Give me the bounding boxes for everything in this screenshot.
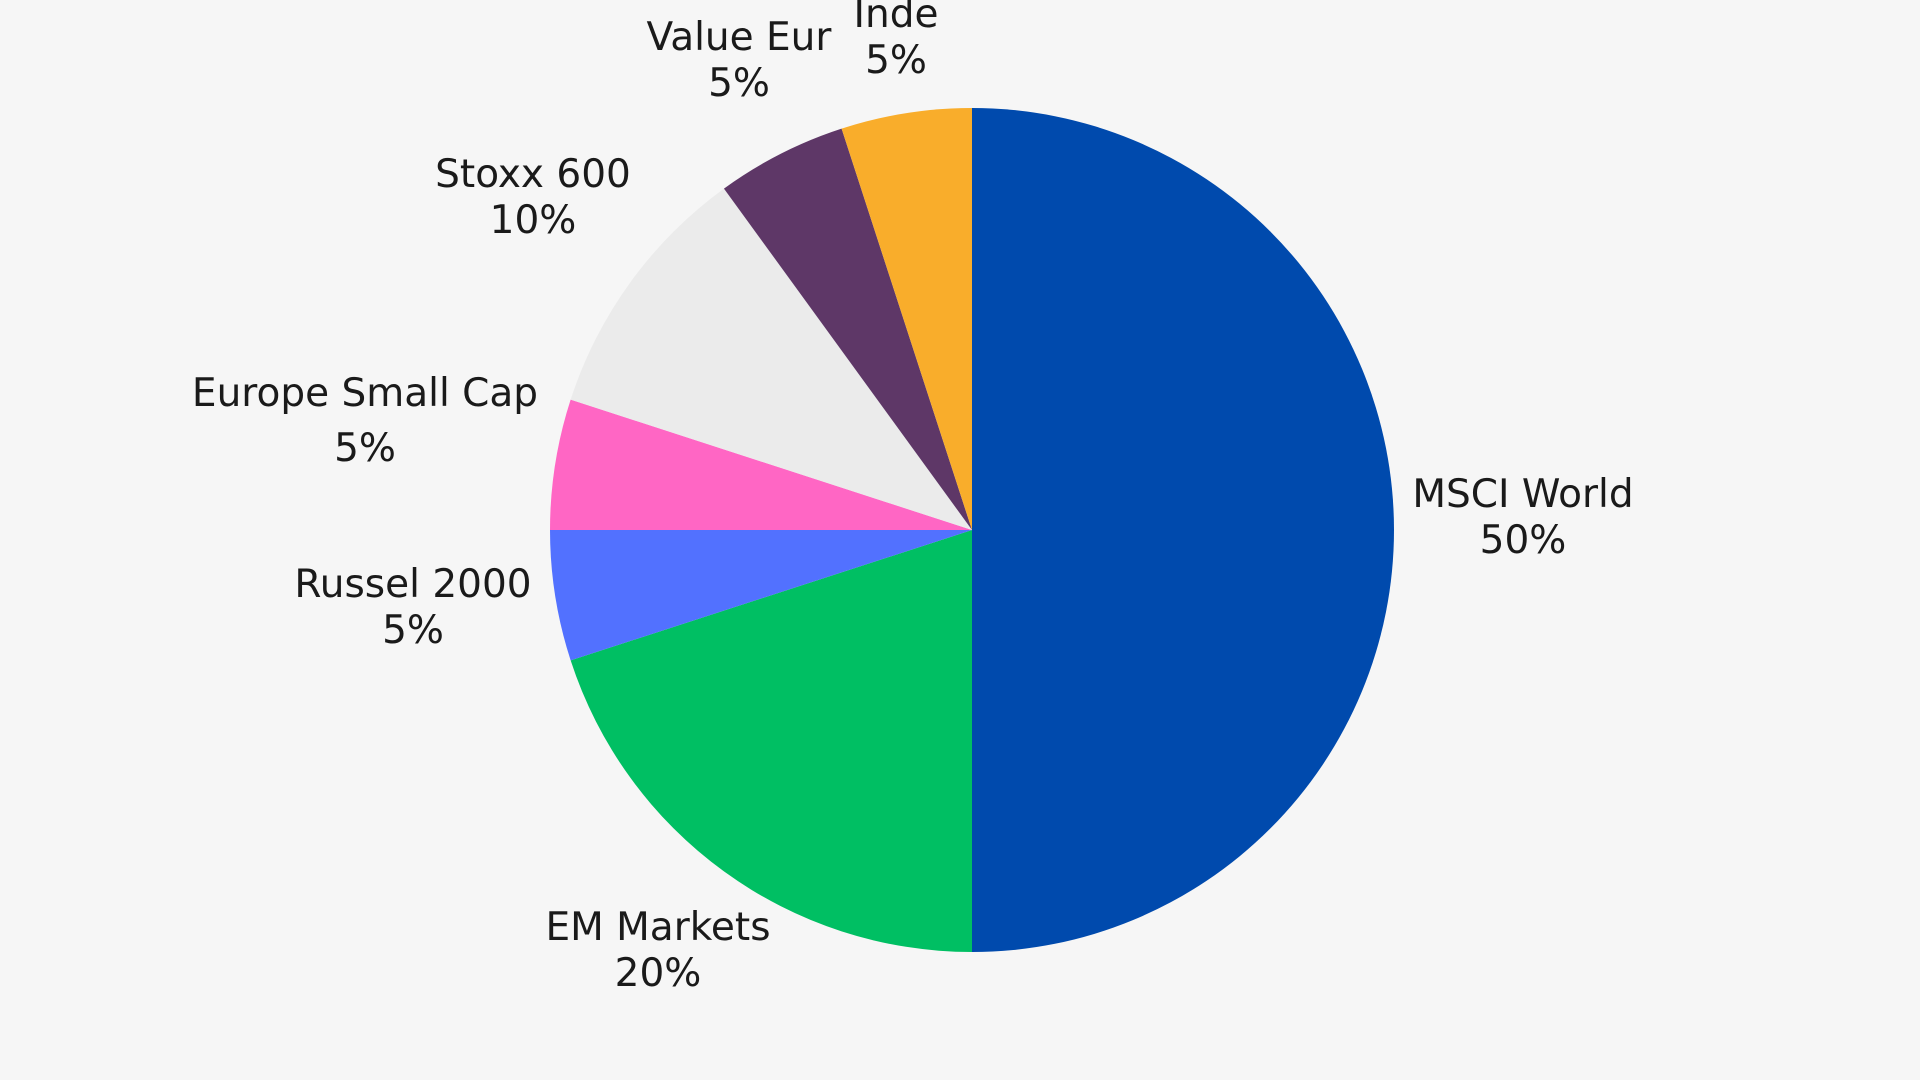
slices-layer (550, 108, 1394, 952)
pie-slice-inde (841, 108, 972, 530)
slice-name-label: EM Markets (545, 905, 770, 950)
slice-value-label: 5% (382, 608, 444, 653)
slice-name-label: Value Eur (647, 15, 833, 60)
pie-slice-msci-world (972, 108, 1394, 952)
pie-slice-em-markets (570, 530, 972, 952)
slice-label-europe-small-cap: Europe Small Cap 5% (192, 371, 538, 471)
pie-slice-russel-2000 (550, 530, 972, 661)
pie-slice-value-eur (723, 128, 972, 530)
slice-value-label: 20% (615, 951, 702, 996)
slice-name-label: Russel 2000 (294, 562, 531, 607)
slice-value-label: 50% (1480, 518, 1567, 563)
pie-slice-europe-small-cap (550, 399, 972, 530)
slice-value-label: 5% (865, 38, 927, 83)
slice-name-label: Stoxx 600 (435, 152, 631, 197)
slice-name-label: MSCI World (1412, 472, 1633, 517)
slice-name-label: Inde (854, 0, 939, 37)
slice-value-label: 5% (708, 61, 770, 106)
slice-name-label: Europe Small Cap (192, 371, 538, 416)
slice-value-label: 10% (490, 198, 577, 243)
slice-value-label: 5% (334, 426, 396, 471)
pie-slice-stoxx-600 (570, 188, 972, 530)
